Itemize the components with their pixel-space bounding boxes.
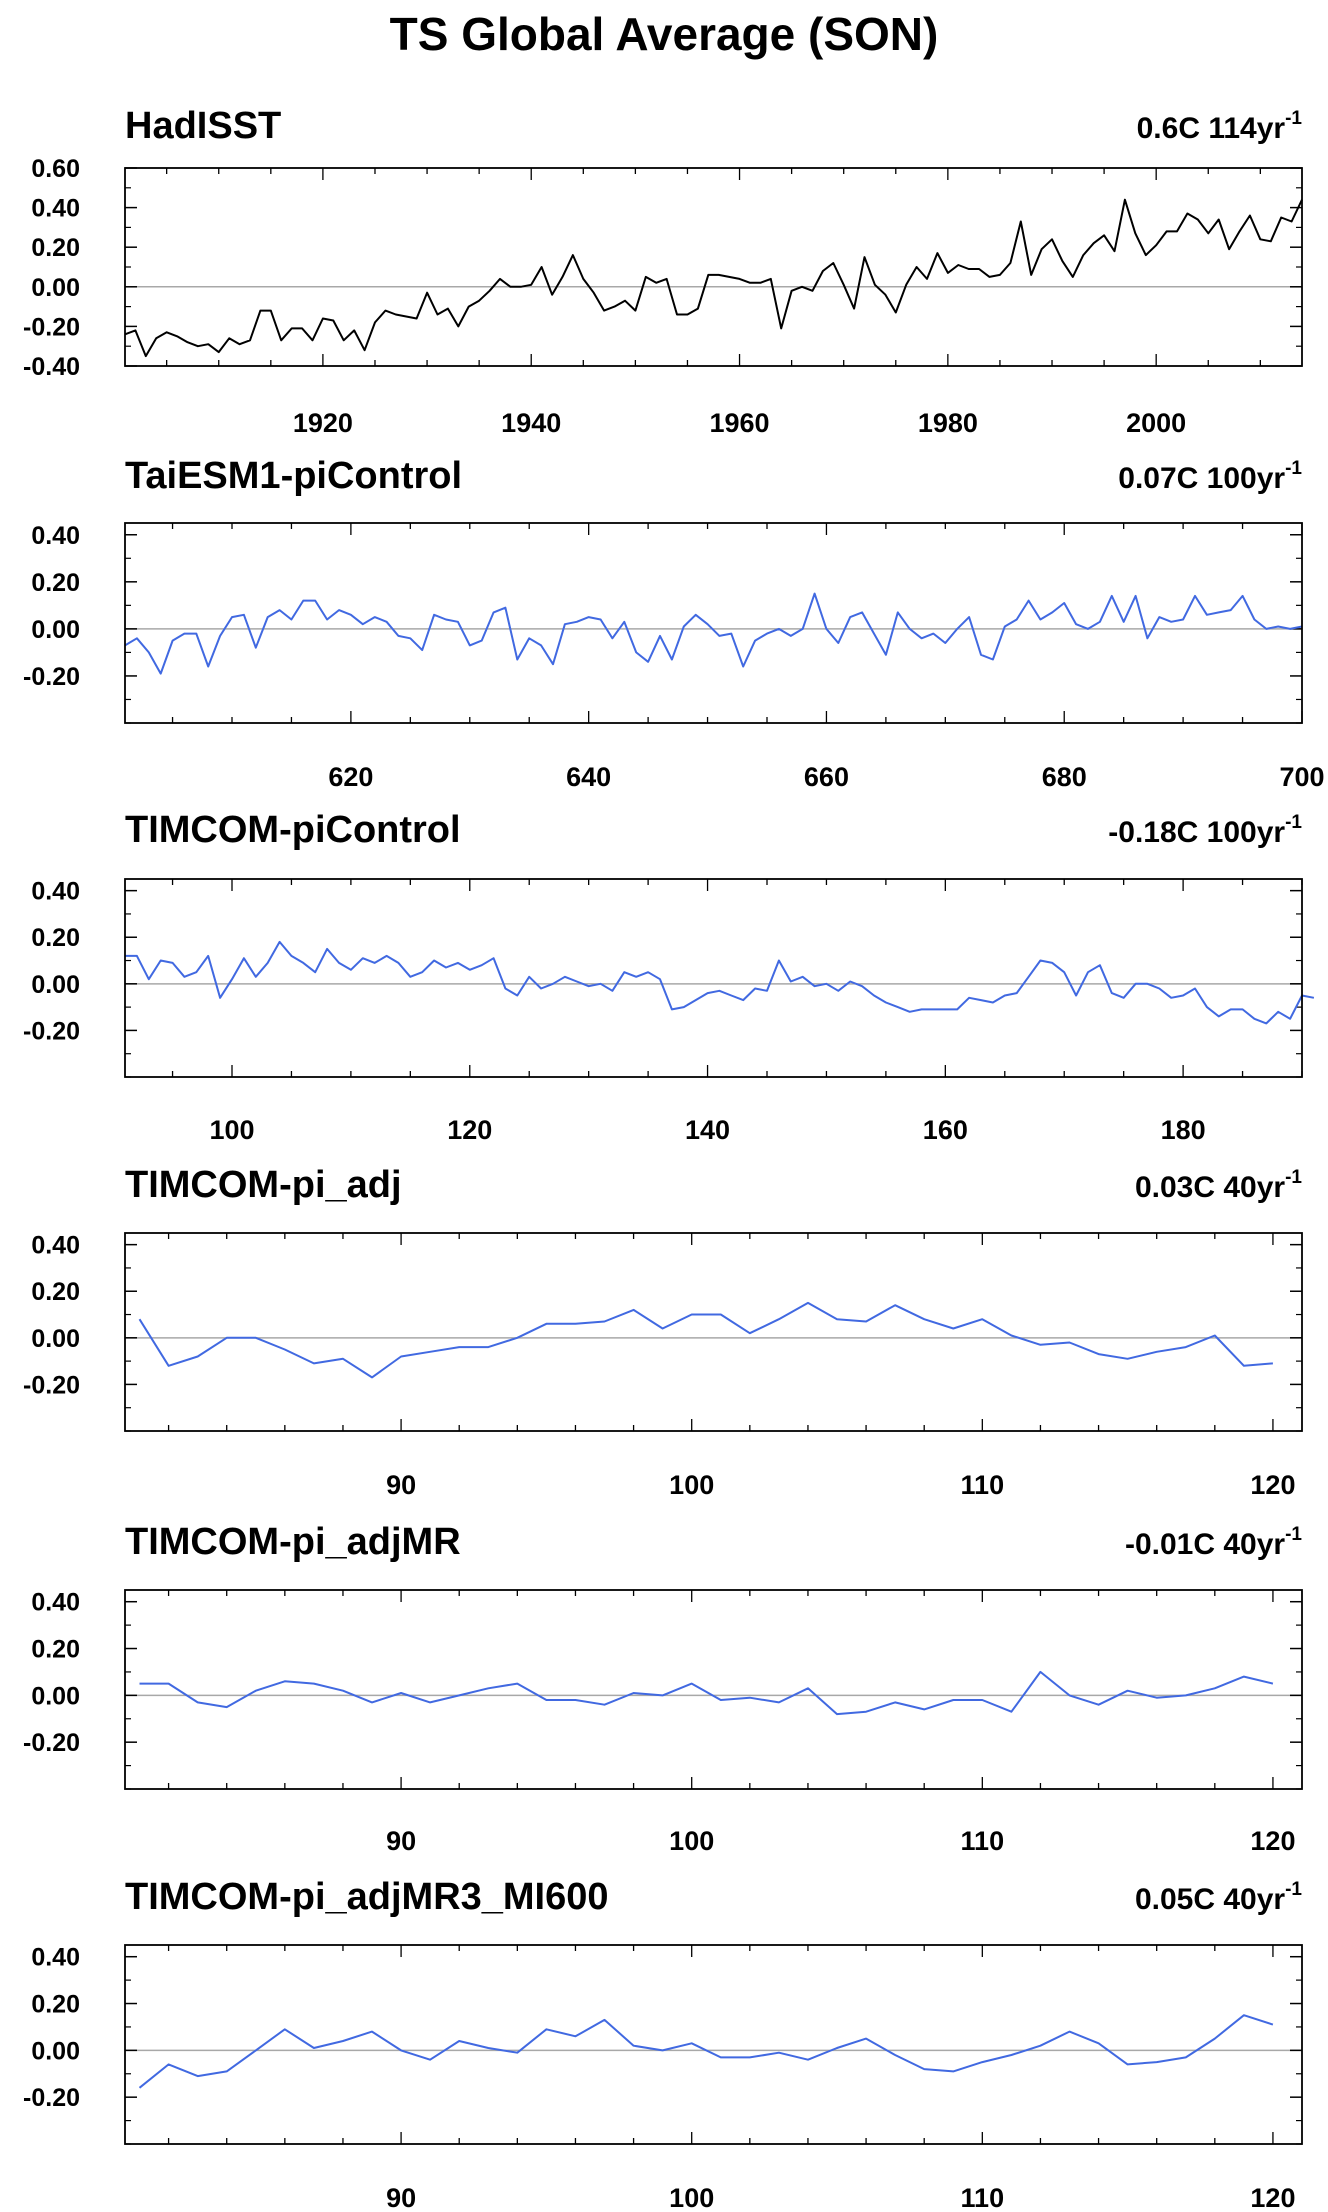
x-tick-label: 90 bbox=[386, 2183, 416, 2212]
series-line bbox=[124, 592, 1303, 675]
x-tick-label: 120 bbox=[1250, 2183, 1295, 2212]
y-tick-label: 0.20 bbox=[31, 1278, 80, 1306]
y-tick-label: 0.60 bbox=[31, 155, 80, 183]
x-tick-label: 90 bbox=[386, 1470, 416, 1500]
x-tick-label: 620 bbox=[328, 762, 373, 792]
trend-value: -0.18C 100yr bbox=[1108, 816, 1285, 849]
y-tick-label: 0.00 bbox=[31, 971, 80, 999]
y-tick-label: 0.20 bbox=[31, 924, 80, 952]
trend-exponent: -1 bbox=[1285, 812, 1302, 833]
chart-panel-2: TaiESM1-piControl 0.07C 100yr-1 -0.20 0.00 0… bbox=[23, 455, 1325, 792]
y-tick-label: 0.20 bbox=[31, 1636, 80, 1664]
trend-exponent: -1 bbox=[1285, 458, 1302, 479]
plot-frame bbox=[124, 1232, 1303, 1432]
y-tick-label: 0.00 bbox=[31, 2037, 80, 2065]
y-tick-label: -0.20 bbox=[23, 313, 80, 341]
trend-value: -0.01C 40yr bbox=[1125, 1528, 1285, 1561]
trend-label: 0.05C 40yr-1 bbox=[1135, 1879, 1302, 1916]
y-tick-label: -0.20 bbox=[23, 663, 80, 691]
trend-exponent: -1 bbox=[1285, 1524, 1302, 1545]
x-tick-label: 700 bbox=[1279, 762, 1324, 792]
x-tick-label: 100 bbox=[669, 1826, 714, 1856]
x-tick-label: 110 bbox=[961, 2183, 1005, 2212]
x-tick-label: 120 bbox=[1250, 1470, 1295, 1500]
y-tick-label: 0.00 bbox=[31, 1682, 80, 1710]
panel-title: HadISST bbox=[125, 105, 281, 147]
panel-title: TIMCOM-piControl bbox=[125, 809, 461, 851]
chart-panel-6: TIMCOM-pi_adjMR3_MI600 0.05C 40yr-1 -0.20 0… bbox=[23, 1876, 1303, 2212]
x-tick-label: 660 bbox=[804, 762, 849, 792]
y-tick-label: 0.40 bbox=[31, 878, 80, 906]
chart-panel-3: TIMCOM-piControl -0.18C 100yr-1 -0.20 0.00 0… bbox=[23, 809, 1315, 1145]
plot-frame bbox=[124, 522, 1303, 724]
series-line bbox=[125, 940, 1315, 1025]
x-tick-label: 1920 bbox=[293, 408, 353, 438]
y-tick-label: 0.40 bbox=[31, 522, 80, 550]
x-tick-label: 160 bbox=[923, 1115, 968, 1145]
trend-value: 0.05C 40yr bbox=[1135, 1883, 1285, 1916]
trend-label: 0.03C 40yr-1 bbox=[1135, 1167, 1302, 1204]
trend-label: -0.18C 100yr-1 bbox=[1108, 812, 1302, 849]
x-tick-label: 110 bbox=[961, 1470, 1005, 1500]
x-tick-label: 1940 bbox=[501, 408, 561, 438]
series-line bbox=[139, 1670, 1274, 1716]
trend-value: 0.03C 40yr bbox=[1135, 1171, 1285, 1204]
x-tick-label: 120 bbox=[1250, 1826, 1295, 1856]
trend-value: 0.6C 114yr bbox=[1137, 112, 1286, 145]
plot-frame bbox=[124, 167, 1303, 367]
y-tick-label: 0.40 bbox=[31, 1232, 80, 1260]
chart-panel-1: HadISST 0.6C 114yr-1 -0.40 -0.20 0.00 0.20 0.4… bbox=[23, 105, 1303, 438]
y-tick-label: -0.20 bbox=[23, 1371, 80, 1399]
x-tick-label: 680 bbox=[1042, 762, 1087, 792]
trend-exponent: -1 bbox=[1285, 1167, 1302, 1188]
panel-title: TIMCOM-pi_adjMR bbox=[125, 1521, 461, 1563]
y-tick-label: 0.40 bbox=[31, 1944, 80, 1972]
panel-title: TaiESM1-piControl bbox=[125, 455, 462, 497]
chart-panel-4: TIMCOM-pi_adj 0.03C 40yr-1 -0.20 0.00 0.20 0.… bbox=[23, 1164, 1303, 1500]
y-tick-label: 0.20 bbox=[31, 234, 80, 262]
y-tick-label: -0.20 bbox=[23, 2084, 80, 2112]
series-line bbox=[138, 1301, 1273, 1379]
x-tick-label: 140 bbox=[685, 1115, 730, 1145]
x-tick-label: 110 bbox=[961, 1826, 1005, 1856]
y-tick-label: 0.40 bbox=[31, 1589, 80, 1617]
plot-frame bbox=[124, 1944, 1303, 2145]
x-tick-label: 1980 bbox=[918, 408, 978, 438]
plot-frame bbox=[124, 878, 1303, 1078]
page-title: TS Global Average (SON) bbox=[389, 8, 939, 60]
y-tick-label: 0.00 bbox=[31, 1325, 80, 1353]
trend-value: 0.07C 100yr bbox=[1118, 462, 1285, 495]
trend-label: -0.01C 40yr-1 bbox=[1125, 1524, 1302, 1561]
y-tick-label: -0.40 bbox=[23, 353, 80, 381]
y-tick-label: -0.20 bbox=[23, 1729, 80, 1757]
x-tick-label: 1960 bbox=[710, 408, 770, 438]
x-tick-label: 120 bbox=[447, 1115, 492, 1145]
x-tick-label: 2000 bbox=[1126, 408, 1186, 438]
x-tick-label: 100 bbox=[669, 2183, 714, 2212]
trend-label: 0.07C 100yr-1 bbox=[1118, 458, 1302, 495]
series-line bbox=[124, 198, 1303, 358]
y-tick-label: 0.40 bbox=[31, 195, 80, 223]
plot-frame bbox=[124, 1589, 1303, 1790]
y-tick-label: -0.20 bbox=[23, 1017, 80, 1045]
series-line bbox=[138, 2014, 1274, 2089]
x-tick-label: 180 bbox=[1161, 1115, 1206, 1145]
trend-exponent: -1 bbox=[1285, 1879, 1302, 1900]
x-tick-label: 90 bbox=[386, 1826, 416, 1856]
y-tick-label: 0.20 bbox=[31, 1991, 80, 2019]
trend-exponent: -1 bbox=[1285, 108, 1302, 129]
x-tick-label: 100 bbox=[669, 1470, 714, 1500]
x-tick-label: 640 bbox=[566, 762, 611, 792]
x-tick-label: 100 bbox=[209, 1115, 254, 1145]
y-tick-label: 0.00 bbox=[31, 616, 80, 644]
panel-title: TIMCOM-pi_adjMR3_MI600 bbox=[125, 1876, 609, 1918]
trend-label: 0.6C 114yr-1 bbox=[1137, 108, 1303, 145]
y-tick-label: 0.00 bbox=[31, 274, 80, 302]
panel-title: TIMCOM-pi_adj bbox=[125, 1164, 402, 1206]
y-tick-label: 0.20 bbox=[31, 569, 80, 597]
chart-panel-5: TIMCOM-pi_adjMR -0.01C 40yr-1 -0.20 0.00 0.2… bbox=[23, 1521, 1303, 1856]
